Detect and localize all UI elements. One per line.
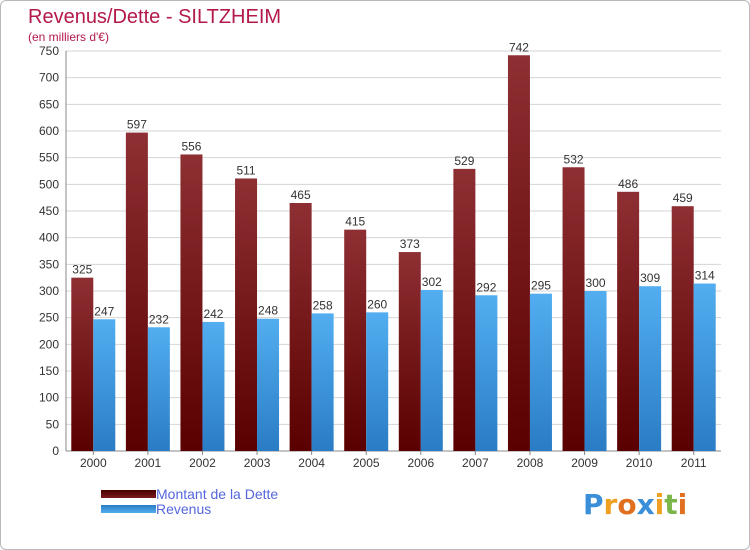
bar-revenus — [693, 283, 716, 451]
proxiti-logo: Proxiti — [583, 488, 687, 521]
y-tick-label: 0 — [52, 444, 59, 458]
y-tick-label: 650 — [39, 97, 59, 111]
y-tick-label: 100 — [39, 391, 59, 405]
data-label-revenus: 314 — [695, 269, 715, 283]
logo-letter: i — [677, 488, 688, 521]
data-label-debt: 511 — [236, 163, 255, 177]
y-tick-label: 750 — [39, 44, 59, 58]
bar-revenus — [202, 321, 225, 451]
data-label-debt: 459 — [673, 191, 693, 205]
bar-debt — [562, 167, 585, 451]
legend-item-debt: Montant de la Dette — [101, 486, 341, 502]
y-tick-label: 550 — [39, 151, 59, 165]
data-label-revenus: 232 — [149, 312, 169, 326]
data-label-debt: 325 — [72, 263, 92, 277]
bar-revenus — [529, 293, 552, 451]
logo-letter: t — [664, 488, 678, 521]
y-tick-label: 450 — [39, 204, 59, 218]
data-label-revenus: 309 — [640, 271, 660, 285]
bar-debt — [71, 277, 94, 451]
data-label-debt: 415 — [345, 215, 365, 229]
data-label-debt: 597 — [127, 118, 147, 132]
bar-revenus — [584, 291, 607, 451]
chart-subtitle: (en milliers d'€) — [28, 30, 109, 44]
bar-revenus — [93, 319, 116, 451]
legend-label-debt: Montant de la Dette — [156, 486, 279, 502]
bar-debt — [180, 154, 203, 451]
data-label-debt: 373 — [400, 237, 420, 251]
x-tick-label: 2008 — [517, 456, 544, 470]
x-tick-label: 2000 — [80, 456, 107, 470]
logo-letter: r — [603, 488, 618, 521]
data-label-debt: 532 — [564, 152, 584, 166]
bar-debt — [125, 132, 148, 451]
bar-debt — [507, 55, 530, 452]
x-tick-label: 2004 — [298, 456, 325, 470]
y-tick-label: 600 — [39, 124, 59, 138]
chart-title: Revenus/Dette - SILTZHEIM — [28, 6, 282, 28]
bar-debt — [344, 229, 367, 451]
bar-debt — [671, 206, 694, 451]
bar-revenus — [420, 289, 443, 451]
bar-debt — [235, 178, 258, 451]
data-label-debt: 465 — [291, 188, 311, 202]
data-label-debt: 486 — [618, 177, 638, 191]
bar-revenus — [366, 312, 389, 451]
data-label-revenus: 242 — [203, 307, 223, 321]
data-label-revenus: 300 — [586, 276, 606, 290]
y-tick-label: 250 — [39, 311, 59, 325]
bar-revenus — [475, 295, 498, 451]
data-label-revenus: 292 — [476, 280, 496, 294]
data-label-revenus: 302 — [422, 275, 442, 289]
bar-debt — [289, 203, 312, 451]
data-label-debt: 529 — [454, 154, 474, 168]
data-label-debt: 556 — [181, 139, 201, 153]
y-tick-label: 150 — [39, 364, 59, 378]
y-tick-label: 350 — [39, 257, 59, 271]
data-label-revenus: 258 — [313, 298, 333, 312]
logo-letter: P — [583, 488, 604, 521]
y-tick-label: 700 — [39, 71, 59, 85]
data-label-debt: 742 — [509, 40, 529, 54]
x-tick-label: 2010 — [626, 456, 653, 470]
legend-item-revenus: Revenus — [101, 501, 341, 517]
bar-revenus — [257, 318, 280, 451]
x-tick-label: 2001 — [135, 456, 162, 470]
x-tick-label: 2009 — [571, 456, 598, 470]
y-tick-label: 500 — [39, 177, 59, 191]
y-tick-label: 50 — [46, 417, 60, 431]
bar-debt — [398, 252, 421, 451]
legend-swatch-debt — [101, 490, 156, 498]
data-label-revenus: 247 — [94, 304, 114, 318]
data-label-revenus: 260 — [367, 297, 387, 311]
legend-label-revenus: Revenus — [156, 501, 212, 517]
x-tick-label: 2011 — [681, 456, 707, 470]
logo-letter: o — [617, 488, 637, 521]
bar-revenus — [311, 313, 334, 451]
data-label-revenus: 248 — [258, 304, 278, 318]
x-tick-label: 2006 — [407, 456, 434, 470]
x-tick-label: 2003 — [244, 456, 271, 470]
bar-debt — [617, 191, 640, 452]
x-tick-label: 2005 — [353, 456, 380, 470]
y-tick-label: 400 — [39, 231, 59, 245]
data-label-revenus: 295 — [531, 279, 551, 293]
x-tick-label: 2007 — [462, 456, 489, 470]
chart-legend: Montant de la Dette Revenus — [101, 486, 341, 517]
logo-letter: x — [636, 488, 655, 521]
y-tick-label: 200 — [39, 337, 59, 351]
bar-revenus — [147, 327, 170, 451]
logo-letter: i — [654, 488, 665, 521]
x-tick-label: 2002 — [189, 456, 216, 470]
y-tick-label: 300 — [39, 284, 59, 298]
plot-area — [66, 51, 721, 451]
bar-debt — [453, 168, 476, 451]
bar-revenus — [639, 286, 662, 451]
legend-swatch-revenus — [101, 505, 156, 513]
